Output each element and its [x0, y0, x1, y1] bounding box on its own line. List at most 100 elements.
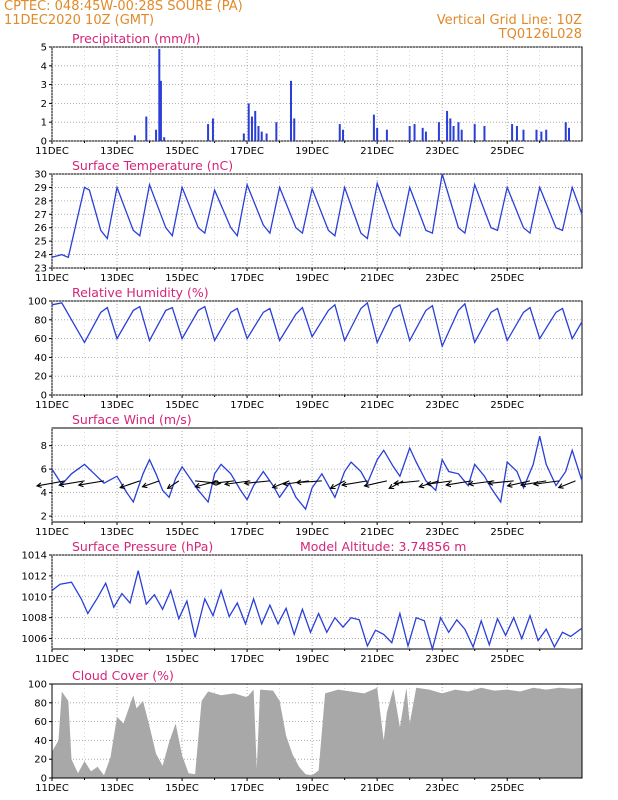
- temp-xtick-label: 15DEC: [165, 273, 199, 284]
- wind-arrowhead: [329, 483, 336, 490]
- precip-ytick-label: 3: [41, 80, 47, 91]
- cloud-area: [52, 687, 582, 778]
- precip-bar: [257, 125, 260, 141]
- wind-arrowhead: [445, 481, 452, 488]
- precip-bar: [275, 122, 278, 141]
- wind-ytick-label: 2: [41, 512, 47, 523]
- pressure-frame: [51, 554, 583, 650]
- wind-xtick-label: 19DEC: [295, 527, 329, 538]
- temp-xtick-label: 21DEC: [360, 273, 394, 284]
- cloud-title: Cloud Cover (%): [72, 668, 174, 683]
- wind-arrowhead: [58, 481, 65, 488]
- run-date: 11DEC2020 10Z (GMT): [4, 13, 155, 28]
- precip-bar: [385, 129, 388, 141]
- precip-bar: [293, 118, 296, 141]
- precip-xtick-label: 21DEC: [360, 146, 394, 157]
- pressure-ytick-label: 1014: [22, 551, 47, 562]
- wind-arrowhead: [215, 480, 222, 486]
- precip-bar: [564, 122, 567, 141]
- cloud-xtick-label: 25DEC: [490, 783, 524, 794]
- precip-bar: [159, 80, 162, 141]
- station-info: CPTEC: 048:45W-00:28S SOURE (PA): [4, 0, 243, 14]
- wind-arrowhead: [210, 480, 217, 486]
- rh-xtick-label: 13DEC: [100, 400, 134, 411]
- wind-arrowhead: [487, 480, 494, 486]
- rh-xtick-label: 17DEC: [230, 400, 264, 411]
- precip-title: Precipitation (mm/h): [72, 31, 200, 46]
- rh-ytick-label: 100: [28, 297, 47, 308]
- wind-arrowhead: [141, 482, 148, 489]
- precip-bar: [540, 131, 543, 141]
- precip-bar: [545, 129, 548, 141]
- wind-arrowhead: [243, 480, 250, 486]
- cloud-xtick-label: 13DEC: [100, 783, 134, 794]
- precip-bar: [424, 131, 427, 141]
- temp-xtick-label: 13DEC: [100, 273, 134, 284]
- pressure-xtick-label: 21DEC: [360, 654, 394, 665]
- precip-bar: [522, 129, 525, 141]
- precip-frame: [51, 46, 583, 142]
- pressure-annotation: Model Altitude: 3.74856 m: [300, 539, 466, 554]
- rh-frame: [51, 300, 583, 396]
- wind-arrowhead: [467, 480, 474, 487]
- precip-bar: [473, 124, 476, 141]
- precip-ytick-label: 0: [41, 137, 47, 148]
- precip-bar: [515, 125, 518, 141]
- pressure-xtick-label: 15DEC: [165, 654, 199, 665]
- wind-arrowhead: [363, 482, 370, 488]
- precip-xtick-label: 19DEC: [295, 146, 329, 157]
- wind-arrowhead: [388, 483, 395, 490]
- wind-xtick-label: 11DEC: [35, 527, 69, 538]
- pressure-ytick-label: 1008: [22, 613, 47, 624]
- rh-title: Relative Humidity (%): [72, 285, 209, 300]
- wind-arrowhead: [341, 481, 348, 488]
- wind-vector: [244, 480, 270, 484]
- precip-bar: [250, 116, 253, 141]
- wind-vector: [394, 480, 420, 484]
- precip-bar: [511, 124, 514, 141]
- wind-arrowhead: [532, 480, 539, 487]
- product-code: TQ0126L028: [498, 27, 582, 42]
- wind-arrowhead: [166, 483, 173, 490]
- wind-frame: [51, 427, 583, 523]
- grid-note: Vertical Grid Line: 10Z: [436, 13, 582, 28]
- wind-title: Surface Wind (m/s): [72, 412, 192, 427]
- precip-bar: [413, 124, 416, 141]
- cloud-ytick-label: 20: [34, 755, 47, 766]
- temp-ytick-label: 27: [34, 210, 47, 221]
- wind-ytick-label: 8: [41, 441, 47, 452]
- wind-vector: [225, 480, 251, 485]
- precip-ytick-label: 1: [41, 118, 47, 129]
- precip-bar: [457, 122, 460, 141]
- pressure-xtick-label: 23DEC: [425, 654, 459, 665]
- pressure-ytick-label: 1012: [22, 571, 47, 582]
- wind-vector: [364, 480, 388, 487]
- rh-ytick-label: 80: [34, 315, 47, 326]
- cloud-ytick-label: 100: [28, 680, 47, 691]
- cloud-ytick-label: 0: [41, 774, 47, 785]
- rh-xtick-label: 19DEC: [295, 400, 329, 411]
- precip-bar: [211, 118, 214, 141]
- precip-bar: [289, 80, 292, 141]
- wind-vector: [468, 480, 495, 485]
- wind-arrowhead: [194, 482, 201, 489]
- pressure-xtick-label: 17DEC: [230, 654, 264, 665]
- precip-ytick-label: 2: [41, 99, 47, 110]
- cloud-xtick-label: 19DEC: [295, 783, 329, 794]
- temp-ytick-label: 30: [34, 170, 47, 181]
- wind-xtick-label: 13DEC: [100, 527, 134, 538]
- wind-vector: [507, 480, 531, 487]
- wind-arrowhead: [223, 480, 230, 487]
- wind-arrowhead: [77, 481, 84, 488]
- wind-arrowhead: [425, 480, 432, 487]
- pressure-xtick-label: 25DEC: [490, 654, 524, 665]
- wind-line: [51, 436, 583, 511]
- wind-arrowhead: [519, 481, 526, 488]
- wind-vector: [488, 480, 514, 484]
- precip-bar: [372, 114, 375, 141]
- rh-ytick-label: 60: [34, 334, 47, 345]
- precip-bar: [483, 125, 486, 141]
- wind-vector: [330, 480, 345, 489]
- temp-ytick-label: 25: [34, 237, 47, 248]
